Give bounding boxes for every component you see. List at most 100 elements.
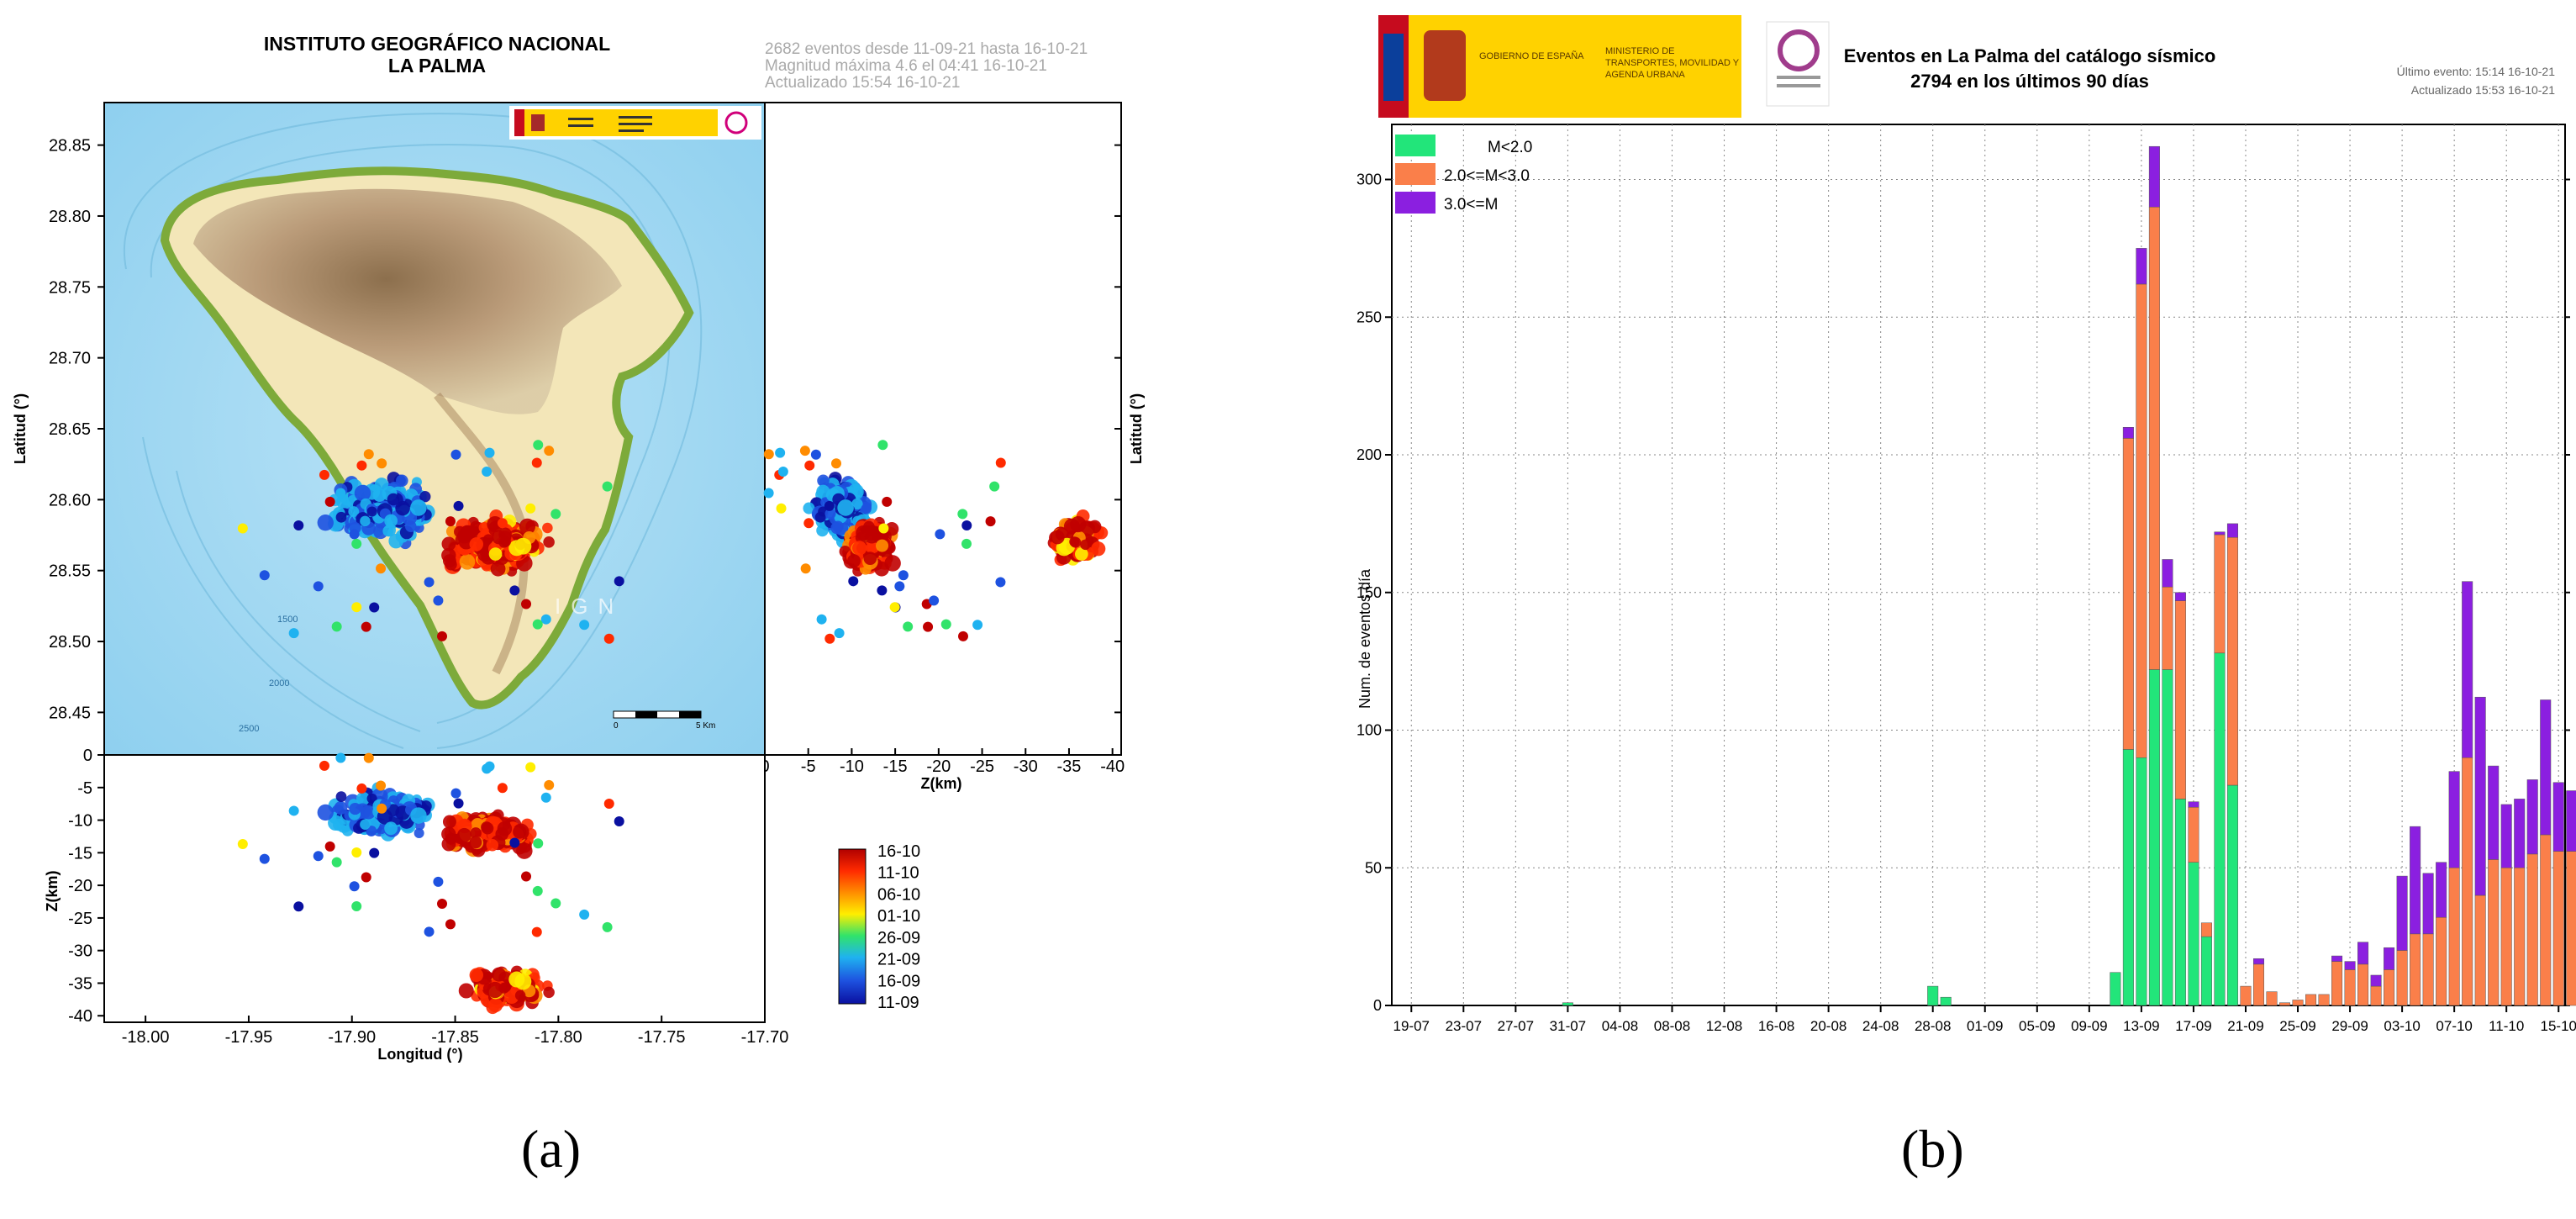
quake-point-depth-lon <box>377 803 387 814</box>
bar-segment-m-2-3 <box>2448 868 2460 1006</box>
bar-segment-m-lt-2 <box>2226 784 2238 1006</box>
quake-point-depth-lon <box>414 828 424 839</box>
bar-segment-m-ge-3 <box>2514 799 2526 868</box>
bar-segment-m-ge-3 <box>2370 974 2382 987</box>
quake-point-map <box>603 633 614 644</box>
quake-point-depth-lon <box>319 760 329 771</box>
map-info-line2: Magnitud máxima 4.6 el 04:41 16-10-21 <box>765 57 1047 75</box>
bottom-ytick-label: -25 <box>68 910 92 928</box>
quake-point-map <box>288 628 299 639</box>
bar-segment-m-2-3 <box>2357 963 2369 1006</box>
x-tick-label: 07-10 <box>2436 1018 2472 1034</box>
quake-point-map <box>459 554 476 570</box>
date-colorbar: 16-10 11-10 06-10 01-10 26-09 21-09 16-09 11-09 <box>838 842 920 1012</box>
x-tick-label: 16-08 <box>1758 1018 1794 1034</box>
quake-point-map <box>542 522 553 534</box>
quake-point-depth-lat <box>877 585 888 596</box>
colorbar-label: 11-09 <box>877 994 919 1012</box>
quake-point-map <box>351 538 362 549</box>
x-tick-label: 28-08 <box>1915 1018 1951 1034</box>
chart-ylabel: Num. de eventos día <box>1356 568 1373 709</box>
map-title-line2: LA PALMA <box>388 55 486 77</box>
bar-segment-m-2-3 <box>2240 985 2252 1006</box>
gobierno-espana-logo: GOBIERNO DE ESPAÑA MINISTERIO DE TRANSPO… <box>1378 15 1741 118</box>
quake-point-depth-lon <box>384 821 398 836</box>
quake-point-map <box>424 577 435 588</box>
bar-segment-m-2-3 <box>2226 537 2238 786</box>
right-xtick-label: -40 <box>1100 757 1125 776</box>
map-panel: 1500 2000 2500 IGN 0 5 Km <box>103 102 766 756</box>
bar-segment-m-2-3 <box>2500 868 2512 1006</box>
quake-point-map <box>369 602 380 613</box>
quake-point-depth-lon <box>491 967 506 982</box>
quake-point-map <box>437 631 448 641</box>
cumbre-vieja-ridge <box>434 392 529 675</box>
quake-point-depth-lat <box>923 621 934 632</box>
quake-point-map <box>349 529 360 540</box>
quake-point-map <box>396 474 408 487</box>
bottom-ytick-label: -35 <box>68 974 92 993</box>
colorbar-label: 06-10 <box>877 885 920 904</box>
quake-point-depth-lat <box>995 457 1006 468</box>
bar-segment-m-2-3 <box>2436 916 2447 1006</box>
bathymetry-contour <box>142 436 404 749</box>
x-tick-label: 21-09 <box>2227 1018 2263 1034</box>
quake-point-map <box>514 537 532 555</box>
quake-point-depth-lat <box>935 529 946 540</box>
quake-point-map <box>335 511 347 523</box>
bar-segment-m-lt-2 <box>2214 652 2226 1006</box>
quake-point-depth-lon <box>324 841 335 852</box>
quake-point-depth-lat <box>851 541 867 556</box>
quake-point-map <box>579 620 590 631</box>
map-info-line1: 2682 eventos desde 11-09-21 hasta 16-10-… <box>765 40 1088 58</box>
bar-segment-m-ge-3 <box>2552 782 2564 852</box>
bar-segment-m-2-3 <box>2214 534 2226 654</box>
bar-segment-m-lt-2 <box>2148 669 2160 1006</box>
bar-segment-m-2-3 <box>2526 853 2538 1006</box>
right-xtick-label: -10 <box>840 757 864 776</box>
quake-point-depth-lon <box>334 801 348 815</box>
quake-point-depth-lon <box>484 761 495 772</box>
quake-point-depth-lat <box>830 521 843 535</box>
chart-title-line2: 2794 en los últimos 90 días <box>1910 71 2149 92</box>
quake-point-depth-lon <box>331 857 342 868</box>
quake-point-depth-lon <box>521 871 532 882</box>
y-tick-label: 300 <box>1356 172 1382 188</box>
quake-point-map <box>348 506 360 517</box>
quake-point-depth-lat <box>776 503 787 514</box>
quake-point-depth-lon <box>369 847 380 858</box>
bottom-ylabel: Z(km) <box>44 870 61 911</box>
y-tick-label: 50 <box>1365 859 1382 876</box>
x-tick-label: 11-10 <box>2489 1018 2524 1034</box>
quake-point-map <box>543 536 555 548</box>
right-xlabel: Z(km) <box>921 775 962 792</box>
quake-point-depth-lat <box>824 508 836 520</box>
bar-segment-m-ge-3 <box>2462 581 2473 758</box>
bar-segment-m-2-3 <box>2488 859 2500 1006</box>
bar-segment-m-ge-3 <box>2488 765 2500 860</box>
y-tick-label: 150 <box>1356 584 1382 601</box>
quake-point-depth-lon <box>458 983 474 999</box>
quake-point-map <box>544 446 555 456</box>
quake-point-map <box>482 466 493 477</box>
quake-point-depth-lat <box>894 581 905 592</box>
bar-segment-m-2-3 <box>2540 834 2552 1006</box>
plot-frame <box>1391 124 2566 1006</box>
caldera-relief <box>193 188 622 414</box>
map-ytick-label: 28.45 <box>49 704 91 722</box>
quake-point-map <box>497 518 508 529</box>
bar-segment-m-ge-3 <box>2384 947 2395 970</box>
bottom-xtick-label: -17.80 <box>535 1028 582 1047</box>
quake-point-depth-lon <box>602 921 613 932</box>
svg-text:5 Km: 5 Km <box>696 721 715 731</box>
quake-point-depth-lat <box>972 620 983 631</box>
bar-segment-m-ge-3 <box>2252 958 2264 965</box>
quake-point-depth-lon <box>469 836 482 849</box>
x-tick-label: 15-10 <box>2541 1018 2576 1034</box>
quake-point-depth-lon <box>387 804 400 817</box>
quake-point-depth-lon <box>410 807 427 824</box>
quake-point-map <box>237 523 248 534</box>
quake-point-map <box>354 484 371 502</box>
bottom-ytick-label: -30 <box>68 942 92 961</box>
panel-a-label: (a) <box>521 1119 582 1179</box>
